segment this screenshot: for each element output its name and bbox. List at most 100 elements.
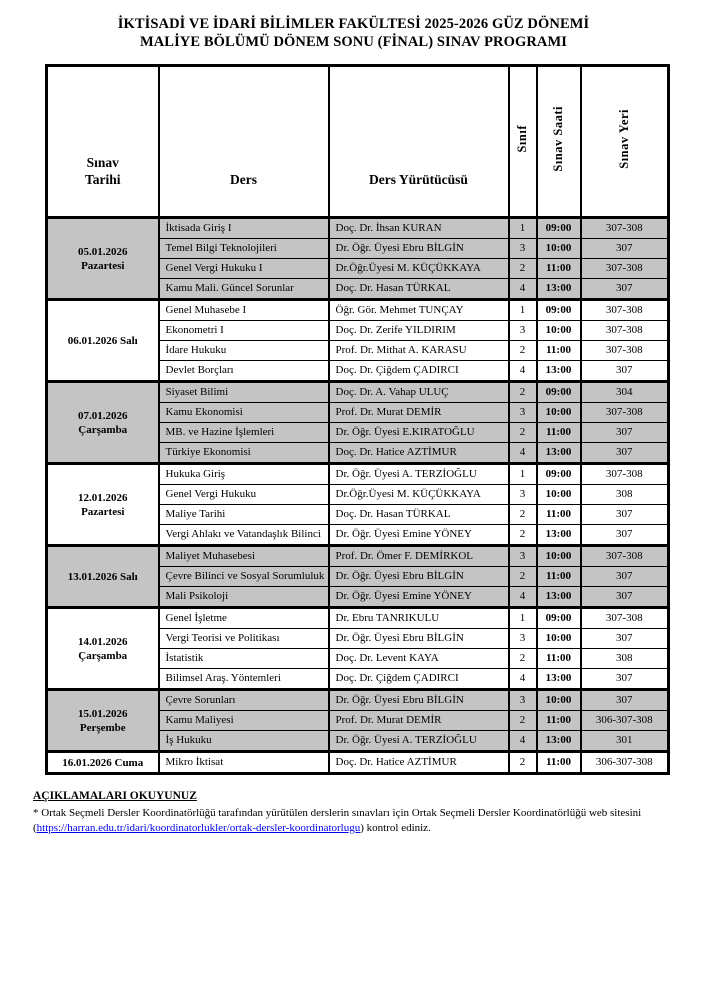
footer-notes: AÇIKLAMALARI OKUYUNUZ * Ortak Seçmeli De… [33,789,679,837]
course-cell: İstatistik [157,648,330,669]
class-cell: 4 [507,730,538,752]
course-cell: İdare Hukuku [157,340,330,361]
instructor-cell: Dr. Öğr. Üyesi Ebru BİLGİN [327,628,510,649]
place-cell: 307-308 [579,340,670,361]
class-cell: 2 [507,422,538,443]
class-cell: 1 [507,606,538,629]
exam-row: 07.01.2026 Çarşamba Siyaset Bilimi Doç. Dr… [45,380,670,464]
instructor-cell: Dr. Öğr. Üyesi E.KIRATOĞLU [327,422,510,443]
instructor-cell: Dr. Öğr. Üyesi Emine YÖNEY [327,524,510,546]
class-cell: 1 [507,462,538,485]
instructor-cell: Öğr. Gör. Mehmet TUNÇAY [327,298,510,321]
exam-row: Çevre Bilinci ve Sosyal Sorumluluk Dr. Öğ… [47,566,670,587]
exam-row: Genel Vergi Hukuku Dr.Öğr.Üyesi M. KÜÇÜKK… [47,484,670,505]
place-cell: 307-308 [579,606,670,629]
time-cell: 11:00 [535,340,582,361]
time-cell: 10:00 [535,402,582,423]
course-cell: Kamu Maliyesi [157,710,330,731]
exam-date-cell: 05.01.2026 Pazartesi [45,216,160,300]
class-cell: 4 [507,278,538,300]
time-cell: 10:00 [535,320,582,341]
exam-date-cell: 15.01.2026 Perşembe [45,688,160,752]
header-ders-yurutucusu: Ders Yürütücüsü [327,65,510,218]
exam-row: Vergi Ahlakı ve Vatandaşlık Bilinci Dr. Ö… [47,524,670,546]
exam-row: Bilimsel Araş. Yöntemleri Doç. Dr. Çiğdem… [47,668,670,690]
class-cell: 2 [507,566,538,587]
class-cell: 2 [507,258,538,279]
class-cell: 3 [507,320,538,341]
place-cell: 307 [579,628,670,649]
time-cell: 09:00 [535,462,582,485]
time-cell: 10:00 [535,544,582,567]
instructor-cell: Doç. Dr. Hasan TÜRKAL [327,504,510,525]
class-cell: 2 [507,648,538,669]
exam-row: 15.01.2026 Perşembe Çevre Sorunları Dr. Öğ… [45,688,670,752]
exam-date-cell: 06.01.2026 Salı [45,298,160,382]
exam-row: İstatistik Doç. Dr. Levent KAYA 2 11:00 308 [47,648,670,669]
time-cell: 11:00 [535,422,582,443]
time-cell: 11:00 [535,566,582,587]
place-cell: 307 [579,688,670,711]
exam-row: Devlet Borçları Doç. Dr. Çiğdem ÇADIRCI 4 1… [47,360,670,382]
course-cell: Vergi Teorisi ve Politikası [157,628,330,649]
exam-row: İş Hukuku Dr. Öğr. Üyesi A. TERZİOĞLU 4 13:… [47,730,670,752]
time-cell: 09:00 [535,606,582,629]
document-title-line2: MALİYE BÖLÜMÜ DÖNEM SONU (FİNAL) SINAV P… [139,34,568,50]
place-cell: 304 [579,380,670,403]
time-cell: 11:00 [535,648,582,669]
class-cell: 4 [507,668,538,690]
header-sinav-yeri: Sınav Yeri [579,65,670,218]
coordinator-site-link[interactable]: https://harran.edu.tr/idari/koordinatorl… [36,822,361,834]
time-cell: 13:00 [535,442,582,464]
course-cell: Bilimsel Araş. Yöntemleri [157,668,330,690]
class-cell: 2 [507,750,538,774]
instructor-cell: Doç. Dr. İhsan KURAN [327,216,510,239]
time-cell: 10:00 [535,628,582,649]
place-cell: 306-307-308 [579,750,670,774]
instructor-cell: Doç. Dr. Hasan TÜRKAL [327,278,510,300]
exam-row: 13.01.2026 Salı Maliyet Muhasebesi Prof. D… [45,544,670,608]
header-ders: Ders [157,65,330,218]
instructor-cell: Dr. Öğr. Üyesi Ebru BİLGİN [327,688,510,711]
time-cell: 11:00 [535,750,582,774]
time-cell: 13:00 [535,668,582,690]
place-cell: 307 [579,422,670,443]
class-cell: 4 [507,442,538,464]
footer-note: * Ortak Seçmeli Dersler Koordinatörlüğü … [33,806,679,837]
footer-note-after-link: ) kontrol ediniz. [360,822,431,834]
course-cell: Çevre Sorunları [157,688,330,711]
course-cell: Kamu Ekonomisi [157,402,330,423]
instructor-cell: Dr. Öğr. Üyesi Ebru BİLGİN [327,566,510,587]
course-cell: Vergi Ahlakı ve Vatandaşlık Bilinci [157,524,330,546]
exam-date-cell: 14.01.2026 Çarşamba [45,606,160,690]
exam-row: 16.01.2026 Cuma Mikro İktisat Doç. Dr. Hat… [45,750,670,774]
place-cell: 307-308 [579,462,670,485]
course-cell: Devlet Borçları [157,360,330,382]
time-cell: 11:00 [535,710,582,731]
course-cell: Maliyet Muhasebesi [157,544,330,567]
exam-row: İdare Hukuku Prof. Dr. Mithat A. KARASU 2 1… [47,340,670,361]
time-cell: 09:00 [535,380,582,403]
class-cell: 3 [507,484,538,505]
place-cell: 301 [579,730,670,752]
place-cell: 307-308 [579,402,670,423]
instructor-cell: Prof. Dr. Mithat A. KARASU [327,340,510,361]
class-cell: 3 [507,238,538,259]
exam-schedule-table: Sınav Tarihi Ders Ders Yürütücüsü Sınıf … [45,64,670,775]
place-cell: 308 [579,484,670,505]
header-sinav-saati: Sınav Saati [535,65,582,218]
exam-row: Kamu Ekonomisi Prof. Dr. Murat DEMİR 3 10:0… [47,402,670,423]
course-cell: Mali Psikoloji [157,586,330,608]
exam-row: Kamu Mali. Güncel Sorunlar Doç. Dr. Hasan… [47,278,670,300]
instructor-cell: Prof. Dr. Ömer F. DEMİRKOL [327,544,510,567]
document-title: İKTİSADİ VE İDARİ BİLİMLER FAKÜLTESİ 202… [0,0,707,51]
class-cell: 3 [507,688,538,711]
document-title-line1: İKTİSADİ VE İDARİ BİLİMLER FAKÜLTESİ 202… [117,16,590,32]
class-cell: 4 [507,360,538,382]
header-sinav-saati-label: Sınav Saati [551,106,565,172]
footer-heading: AÇIKLAMALARI OKUYUNUZ [33,790,197,802]
class-cell: 3 [507,544,538,567]
time-cell: 13:00 [535,360,582,382]
place-cell: 307 [579,504,670,525]
header-sinif: Sınıf [507,65,538,218]
